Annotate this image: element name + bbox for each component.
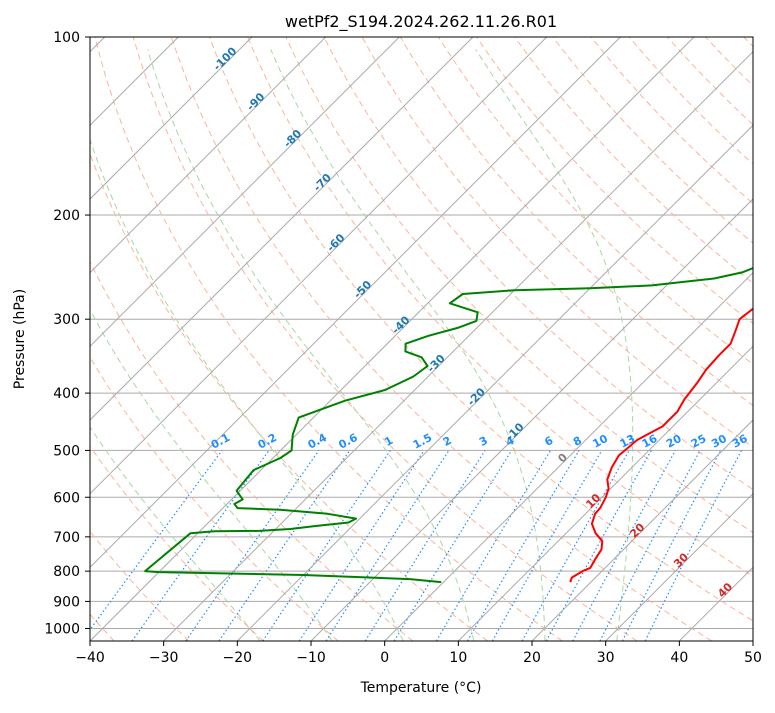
x-tick-label: 30 bbox=[597, 650, 615, 666]
x-tick-label: 50 bbox=[744, 650, 762, 666]
y-tick-label: 300 bbox=[53, 312, 80, 328]
y-tick-label: 1000 bbox=[44, 621, 80, 637]
x-tick-label: 20 bbox=[523, 650, 541, 666]
y-tick-label: 900 bbox=[53, 594, 80, 610]
x-tick-label: 10 bbox=[449, 650, 467, 666]
y-axis-label: Pressure (hPa) bbox=[12, 289, 28, 389]
x-tick-label: −30 bbox=[149, 650, 179, 666]
x-tick-label: 40 bbox=[670, 650, 688, 666]
x-axis-label: Temperature (°C) bbox=[360, 680, 482, 696]
isotherm-line bbox=[753, 37, 775, 641]
x-tick-label: −20 bbox=[223, 650, 253, 666]
y-tick-label: 400 bbox=[53, 386, 80, 402]
y-tick-label: 700 bbox=[53, 530, 80, 546]
chart-title: wetPf2_S194.2024.262.11.26.R01 bbox=[285, 12, 557, 32]
x-tick-label: −40 bbox=[75, 650, 105, 666]
x-tick-label: 0 bbox=[380, 650, 389, 666]
y-tick-label: 600 bbox=[53, 490, 80, 506]
y-tick-label: 200 bbox=[53, 208, 80, 224]
y-tick-label: 500 bbox=[53, 443, 80, 459]
y-tick-label: 800 bbox=[53, 564, 80, 580]
y-tick-label: 100 bbox=[53, 30, 80, 46]
x-tick-label: −10 bbox=[296, 650, 326, 666]
